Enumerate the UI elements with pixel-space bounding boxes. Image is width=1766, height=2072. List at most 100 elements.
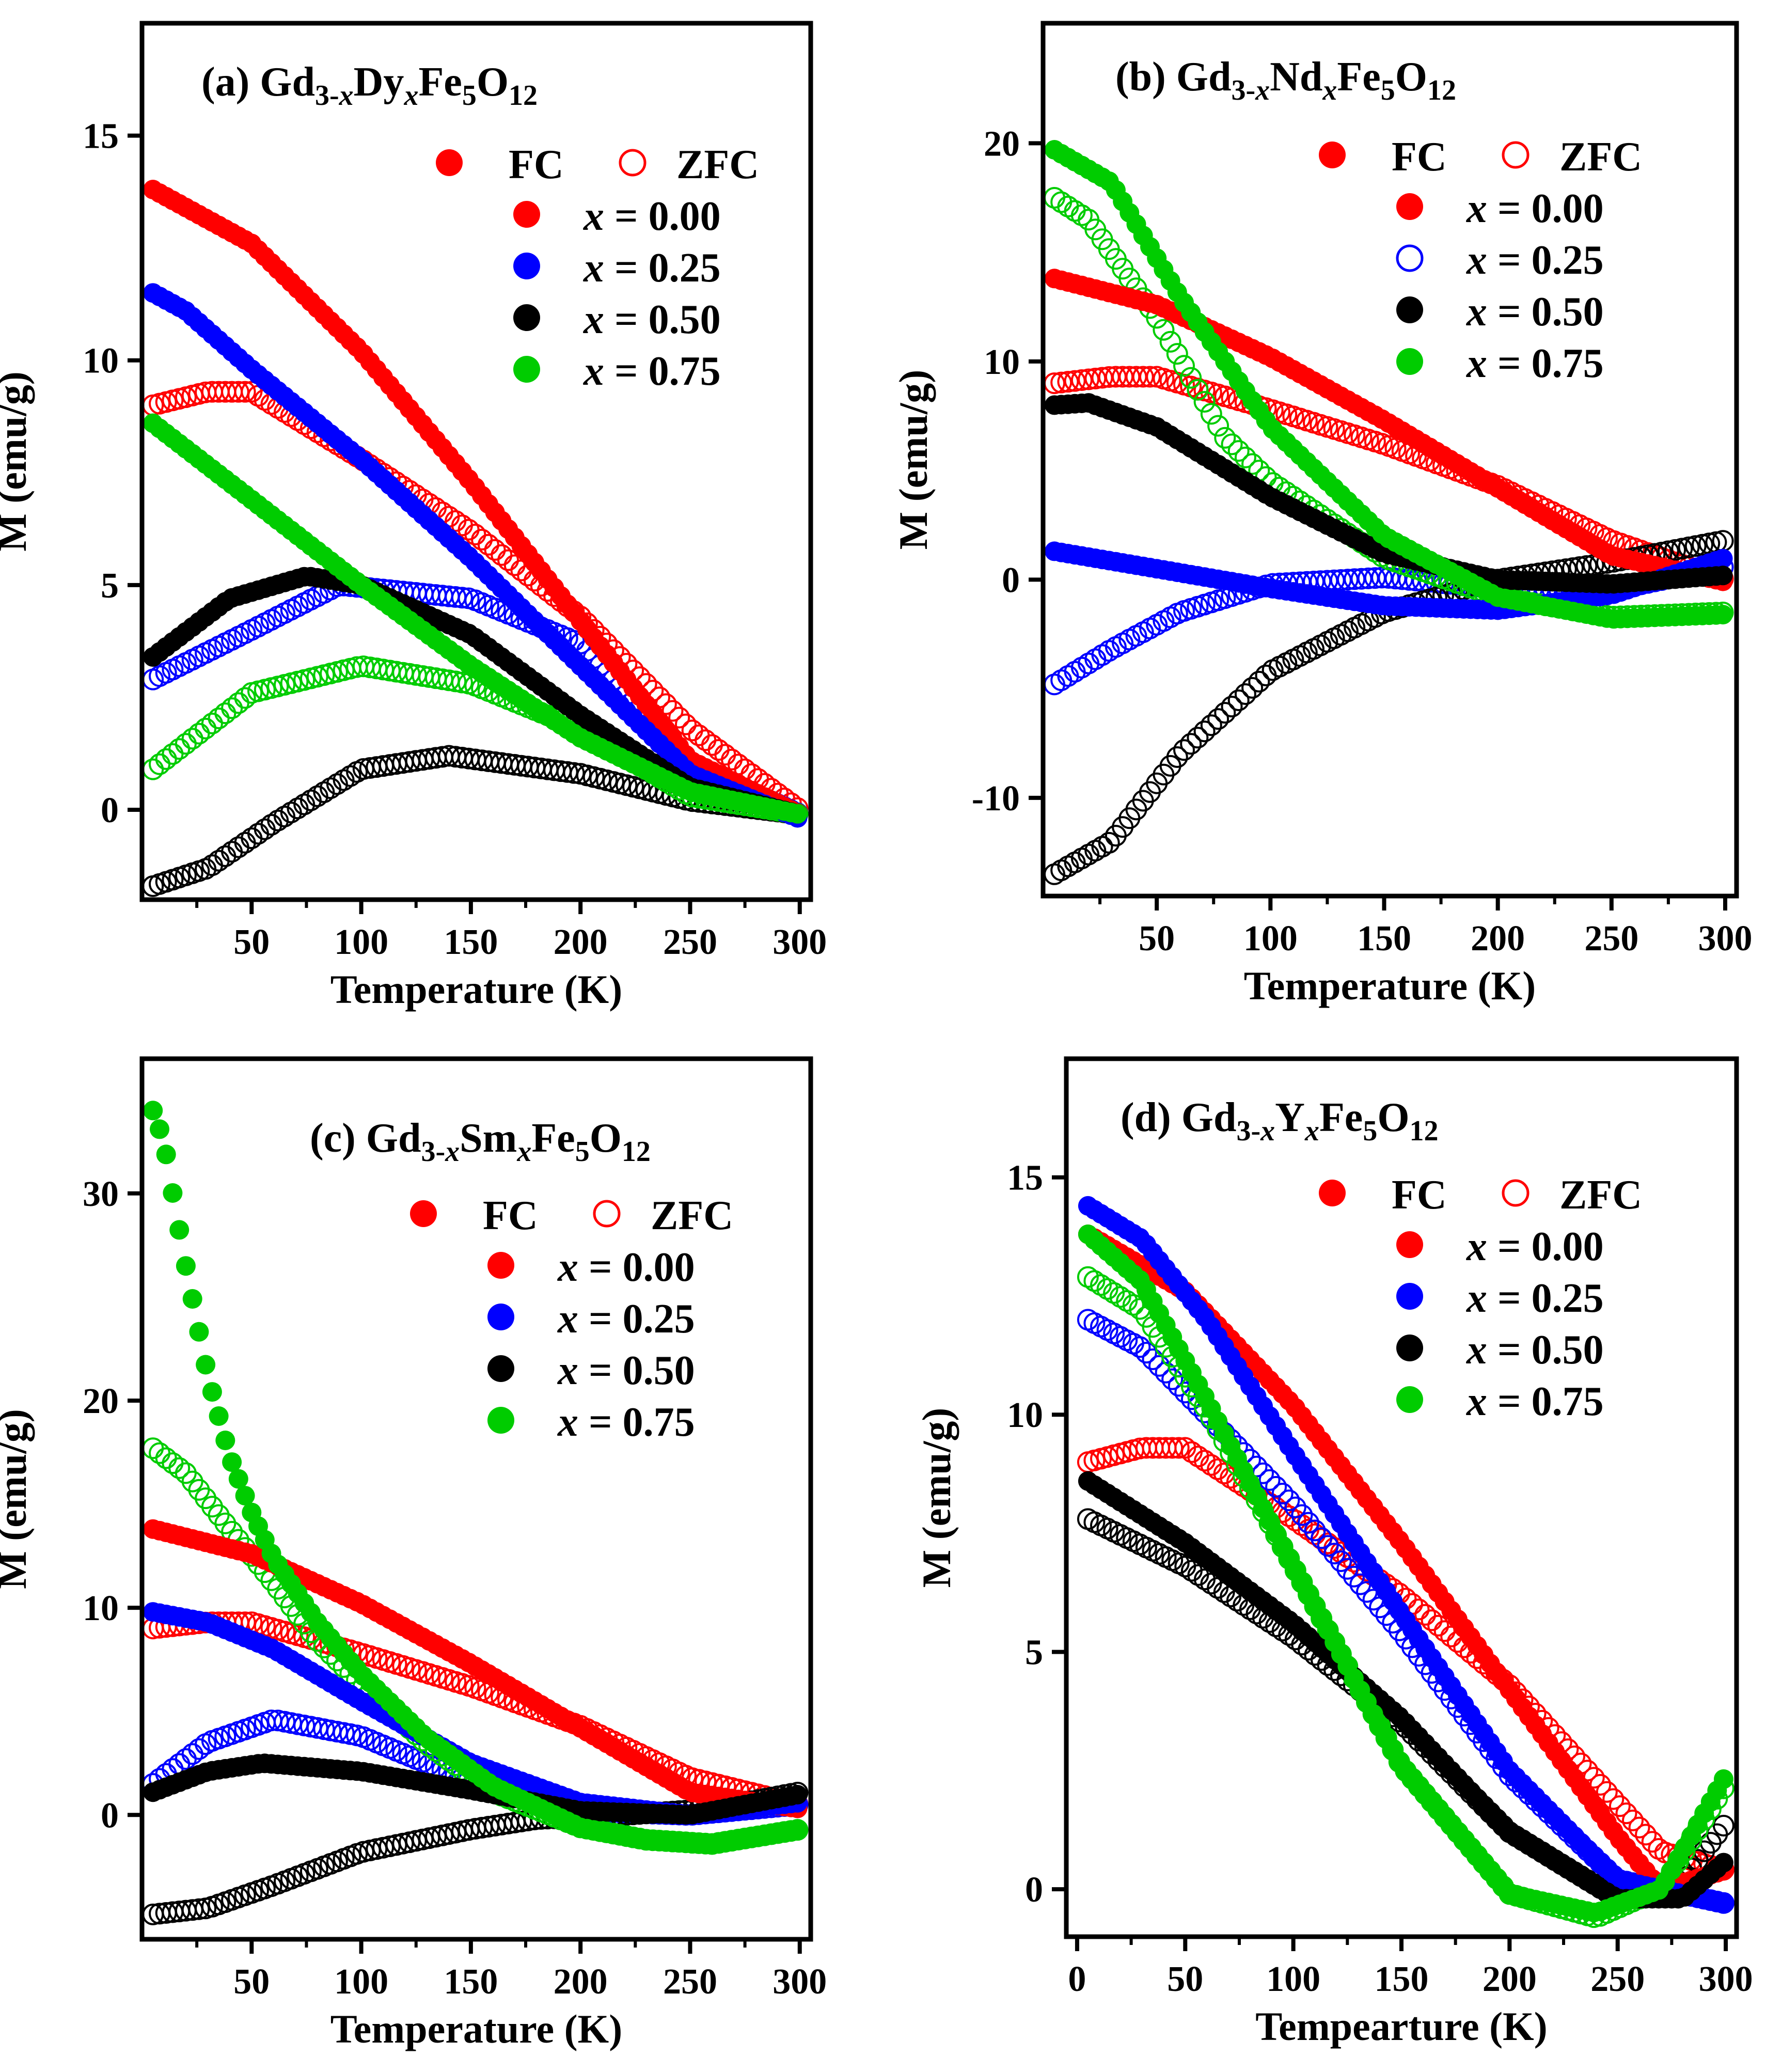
data-point bbox=[227, 692, 249, 714]
data-point bbox=[1132, 366, 1154, 388]
data-point bbox=[280, 802, 302, 824]
data-point bbox=[1173, 739, 1195, 761]
data-point bbox=[1135, 1342, 1157, 1364]
data-point bbox=[181, 1743, 203, 1765]
data-point bbox=[1628, 1816, 1650, 1839]
data-point bbox=[477, 533, 499, 556]
series-fc-000 bbox=[143, 1519, 808, 1818]
data-point bbox=[1291, 1504, 1313, 1526]
y-tick-label: 15 bbox=[1007, 1158, 1043, 1198]
legend-marker bbox=[513, 253, 540, 279]
data-point bbox=[149, 1442, 170, 1464]
data-point bbox=[287, 1624, 309, 1646]
x-axis-title: Temperature (K) bbox=[1244, 963, 1536, 1008]
data-point bbox=[274, 806, 295, 827]
y-tick-label: 0 bbox=[1002, 560, 1020, 600]
legend-label-fc: FC bbox=[483, 1193, 538, 1238]
data-point bbox=[156, 1144, 176, 1165]
data-point bbox=[1427, 1614, 1449, 1637]
legend-marker bbox=[487, 1355, 514, 1382]
axes-frame bbox=[1040, 21, 1739, 899]
data-point bbox=[1044, 187, 1065, 209]
legend-marker-fc bbox=[436, 149, 463, 176]
data-point bbox=[1057, 195, 1079, 217]
data-point bbox=[1096, 1278, 1118, 1300]
x-tick-label: 300 bbox=[772, 922, 827, 962]
data-point bbox=[1596, 1781, 1618, 1803]
series-fc-075 bbox=[1045, 140, 1733, 629]
x-axis-title: Temperature (K) bbox=[330, 2006, 622, 2051]
y-tick-label: 10 bbox=[984, 342, 1020, 382]
series-fc-075 bbox=[1078, 1225, 1733, 1923]
data-point bbox=[1227, 440, 1250, 462]
data-point bbox=[668, 707, 690, 729]
legend-label: x = 0.50 bbox=[1466, 289, 1604, 335]
data-point bbox=[471, 528, 493, 551]
data-point bbox=[1265, 1475, 1287, 1498]
x-tick-label: 50 bbox=[1139, 919, 1175, 959]
legend-marker bbox=[1396, 193, 1423, 220]
legend-label: x = 0.75 bbox=[583, 349, 721, 394]
series-fc-075 bbox=[143, 413, 808, 824]
y-axis-title: M (emu/g) bbox=[0, 1409, 35, 1589]
legend-label-zfc: ZFC bbox=[651, 1193, 733, 1238]
x-tick-label: 50 bbox=[1167, 1959, 1203, 1999]
x-tick-label: 250 bbox=[1590, 1959, 1645, 1999]
legend-label: x = 0.75 bbox=[557, 1400, 695, 1445]
legend-label: x = 0.75 bbox=[1466, 341, 1604, 386]
x-tick-label: 100 bbox=[334, 1962, 388, 2002]
x-tick-label: 100 bbox=[334, 922, 388, 962]
y-tick-label: 0 bbox=[101, 791, 119, 830]
data-point bbox=[484, 539, 506, 561]
data-point bbox=[1234, 683, 1256, 705]
data-point bbox=[1433, 1620, 1456, 1642]
data-point bbox=[1129, 1336, 1151, 1358]
data-point bbox=[1139, 366, 1161, 388]
y-axis-title: M (emu/g) bbox=[891, 370, 936, 550]
data-point bbox=[1258, 1469, 1281, 1491]
data-point bbox=[1227, 689, 1250, 711]
data-point bbox=[201, 854, 223, 876]
data-point bbox=[1090, 1274, 1112, 1296]
data-point bbox=[1159, 331, 1181, 353]
data-point bbox=[1298, 1512, 1319, 1534]
panel-title: (b) Gd3-xNdxFe5O12 bbox=[1115, 54, 1456, 106]
x-axis-title: Tempearture (K) bbox=[1255, 2004, 1547, 2049]
series-fc-075 bbox=[143, 1101, 808, 1854]
x-tick-label: 300 bbox=[1698, 919, 1752, 959]
data-point bbox=[1153, 763, 1175, 786]
y-tick-label: 20 bbox=[984, 124, 1020, 164]
x-tick-label: 50 bbox=[233, 1962, 270, 2002]
x-tick-label: 250 bbox=[663, 1962, 717, 2002]
data-point bbox=[215, 1431, 235, 1450]
x-tick-label: 250 bbox=[663, 922, 717, 962]
legend-marker-zfc bbox=[1502, 1179, 1530, 1207]
data-point bbox=[1330, 1550, 1352, 1572]
data-point bbox=[1187, 727, 1209, 749]
data-point bbox=[1635, 1824, 1657, 1846]
data-point bbox=[162, 743, 184, 765]
plot-area bbox=[1077, 1196, 1735, 1928]
x-tick-label: 200 bbox=[1483, 1959, 1537, 1999]
data-point bbox=[1349, 1573, 1371, 1595]
data-point bbox=[1057, 371, 1079, 393]
legend-marker bbox=[1396, 296, 1423, 323]
legend: FC ZFC x = 0.00 x = 0.25 x = 0.50 x = 0.75 bbox=[410, 1193, 733, 1445]
data-point bbox=[1712, 1815, 1735, 1836]
data-point bbox=[196, 1355, 216, 1375]
data-point bbox=[1180, 733, 1202, 755]
data-point bbox=[202, 1382, 222, 1402]
data-point bbox=[1609, 1795, 1631, 1817]
data-point bbox=[451, 587, 473, 609]
data-point bbox=[189, 1322, 209, 1342]
legend-label: x = 0.25 bbox=[557, 1296, 695, 1342]
legend-marker bbox=[1396, 244, 1424, 272]
data-point bbox=[1713, 1853, 1733, 1873]
x-tick-label: 150 bbox=[1375, 1959, 1429, 1999]
data-point bbox=[1221, 433, 1243, 456]
data-point bbox=[1207, 708, 1229, 730]
series-fc-000 bbox=[143, 180, 808, 823]
data-point bbox=[1214, 702, 1236, 724]
data-point bbox=[1200, 403, 1222, 425]
legend-label-fc: FC bbox=[1392, 134, 1447, 180]
